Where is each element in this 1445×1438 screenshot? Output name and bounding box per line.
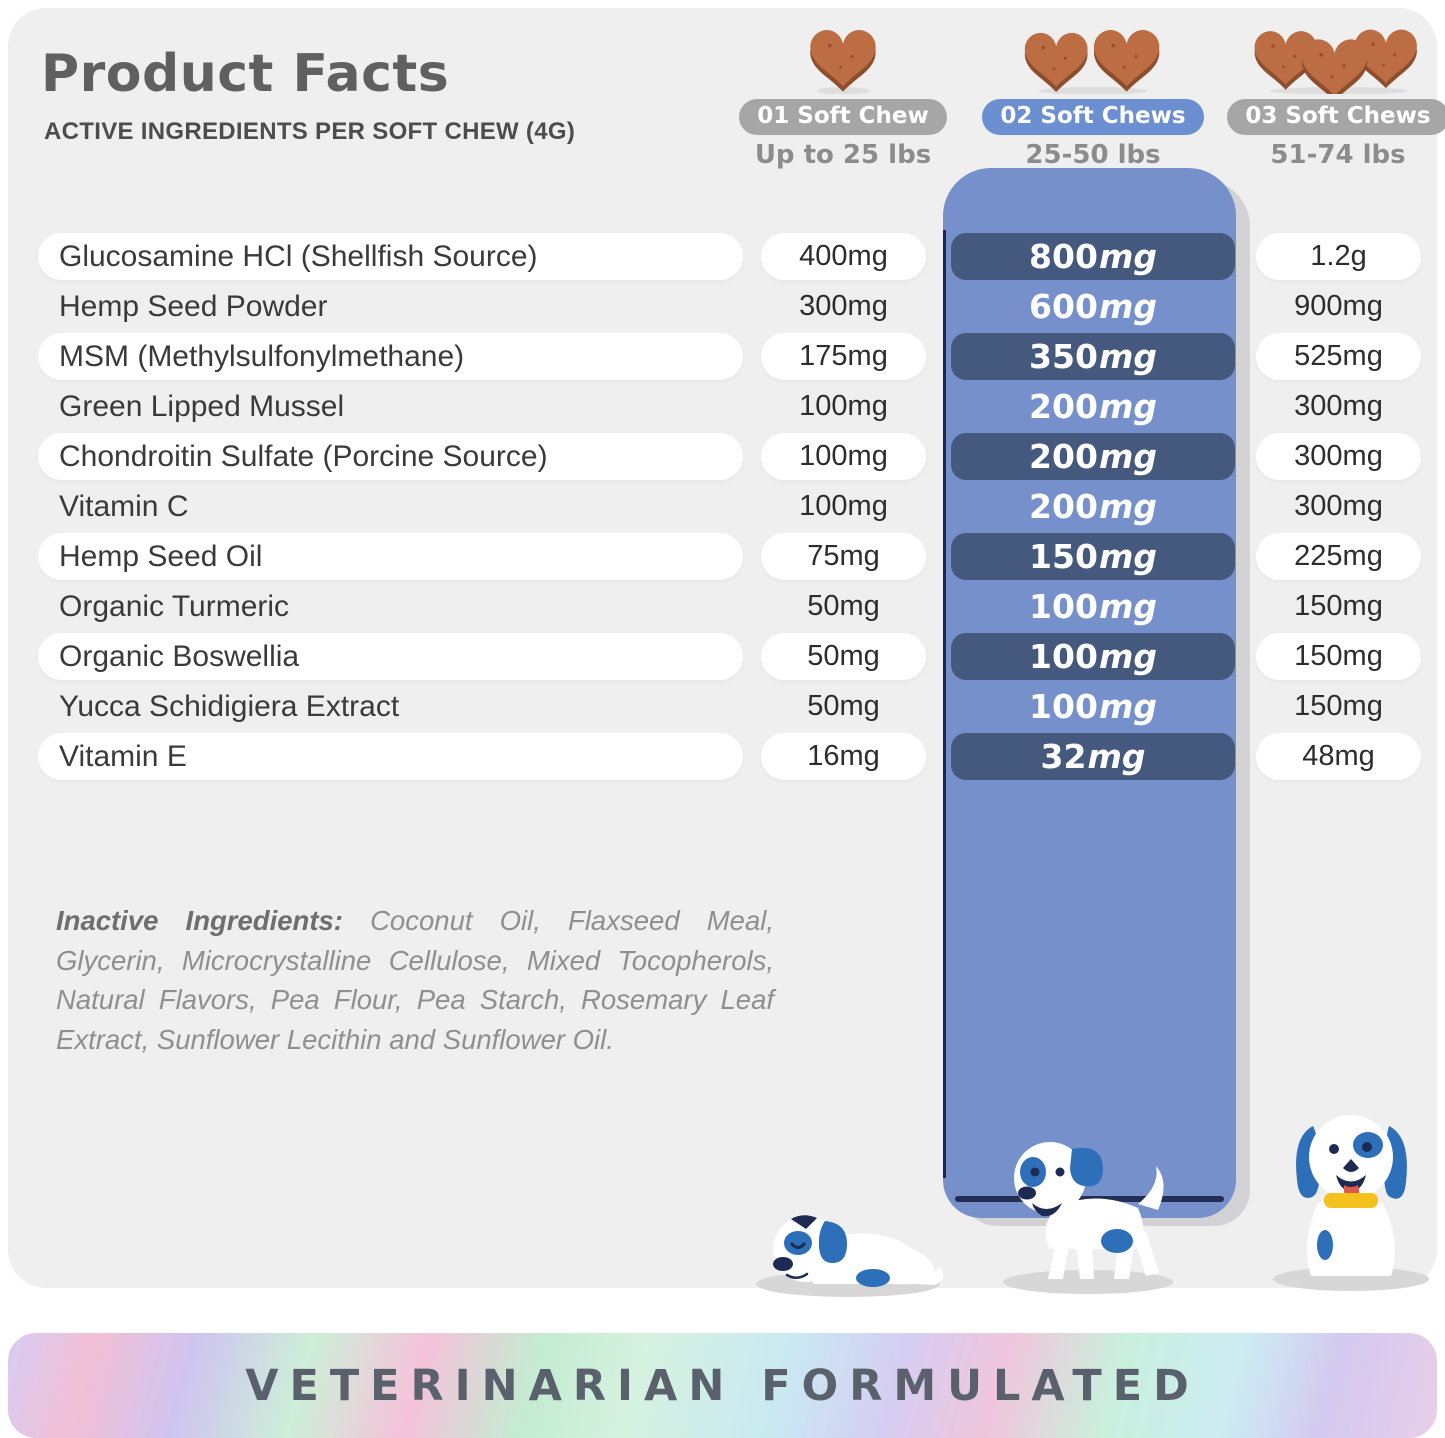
soft-chew-hearts-icon (1254, 29, 1417, 94)
table-row: Organic Boswellia 50mg 100 mg 150mg (38, 633, 1421, 680)
dose3-value: 525mg (1256, 333, 1421, 380)
banner-text: VETERINARIAN FORMULATED (245, 1360, 1200, 1411)
dose-badge-2: 02 Soft Chews (982, 99, 1204, 135)
table-row: Hemp Seed Powder 300mg 600 mg 900mg (38, 283, 1421, 330)
dose-badge-3: 03 Soft Chews (1227, 99, 1445, 135)
table-row: MSM (Methylsulfonylmethane) 175mg 350 mg … (38, 333, 1421, 380)
dose3-value: 300mg (1294, 490, 1383, 522)
ingredient-name: Chondroitin Sulfate (Porcine Source) (38, 433, 743, 480)
table-row: Hemp Seed Oil 75mg 150 mg 225mg (38, 533, 1421, 580)
dog-sitting-icon (1273, 1115, 1429, 1291)
dose3-value: 300mg (1294, 390, 1383, 422)
dose2-value: 32 mg (936, 733, 1250, 780)
ingredient-name: Organic Turmeric (59, 589, 290, 623)
table-row: Green Lipped Mussel 100mg 200 mg 300mg (38, 383, 1421, 430)
dose1-value: 16mg (761, 733, 926, 780)
soft-chew-hearts-icon (1024, 30, 1160, 94)
dose3-value: 150mg (1256, 633, 1421, 680)
dose2-value: 100 mg (936, 633, 1250, 680)
page-title: Product Facts (41, 44, 450, 104)
dose2-value: 600 mg (1029, 287, 1157, 326)
dose1-value: 50mg (807, 590, 880, 622)
dose2-value: 100 mg (1029, 687, 1157, 726)
dose1-value: 100mg (799, 490, 888, 522)
dose1-value: 100mg (799, 390, 888, 422)
inactive-ingredients-text: Coconut Oil, Flaxseed Meal, Glycerin, Mi… (56, 905, 774, 1055)
dose1-value: 300mg (799, 290, 888, 322)
table-row: Vitamin E 16mg 32 mg 48mg (38, 733, 1421, 780)
dose-column-2: 02 Soft Chews 25-50 lbs (963, 22, 1223, 170)
dose1-value: 400mg (761, 233, 926, 280)
dose3-value: 225mg (1256, 533, 1421, 580)
dose2-value: 200 mg (1029, 487, 1157, 526)
dose2-value: 800 mg (936, 233, 1250, 280)
ingredient-name: Yucca Schidigiera Extract (59, 689, 400, 723)
table-row: Chondroitin Sulfate (Porcine Source) 100… (38, 433, 1421, 480)
table-row: Glucosamine HCl (Shellfish Source) 400mg… (38, 233, 1421, 280)
product-facts-card: Product Facts ACTIVE INGREDIENTS PER SOF… (8, 8, 1445, 1297)
dose-weight-3: 51-74 lbs (1270, 140, 1406, 170)
dose3-value: 1.2g (1256, 233, 1421, 280)
dose1-value: 100mg (761, 433, 926, 480)
ingredient-name: Glucosamine HCl (Shellfish Source) (38, 233, 743, 280)
ingredient-name: MSM (Methylsulfonylmethane) (38, 333, 743, 380)
dose1-value: 50mg (807, 690, 880, 722)
dose2-value: 100 mg (1029, 587, 1157, 626)
ingredients-table: Glucosamine HCl (Shellfish Source) 400mg… (38, 233, 1421, 783)
dose2-value: 350 mg (936, 333, 1250, 380)
dose2-value: 200 mg (936, 433, 1250, 480)
veterinarian-formulated-banner: VETERINARIAN FORMULATED (8, 1333, 1437, 1438)
dose1-value: 75mg (761, 533, 926, 580)
dose2-value: 150 mg (936, 533, 1250, 580)
table-row: Vitamin C 100mg 200 mg 300mg (38, 483, 1421, 530)
puppy-lying-icon (756, 1215, 944, 1297)
ingredient-name: Organic Boswellia (38, 633, 743, 680)
page-subtitle: ACTIVE INGREDIENTS PER SOFT CHEW (4G) (44, 118, 576, 145)
soft-chew-heart-icon (810, 30, 876, 94)
dose2-value: 200 mg (1029, 387, 1157, 426)
dose3-value: 150mg (1294, 590, 1383, 622)
ingredient-name: Green Lipped Mussel (59, 389, 345, 423)
ingredient-name: Hemp Seed Oil (38, 533, 743, 580)
dog-walking-icon (1003, 1142, 1173, 1294)
dose-badge-1: 01 Soft Chew (739, 99, 947, 135)
dose1-value: 50mg (761, 633, 926, 680)
ingredient-name: Vitamin C (59, 489, 189, 523)
table-row: Organic Turmeric 50mg 100 mg 150mg (38, 583, 1421, 630)
dose-column-1: 01 Soft Chew Up to 25 lbs (713, 22, 973, 170)
dose1-value: 175mg (761, 333, 926, 380)
ingredient-name: Vitamin E (38, 733, 743, 780)
dose3-value: 900mg (1294, 290, 1383, 322)
table-row: Yucca Schidigiera Extract 50mg 100 mg 150… (38, 683, 1421, 730)
dose-column-3: 03 Soft Chews 51-74 lbs (1208, 22, 1445, 170)
dose3-value: 48mg (1256, 733, 1421, 780)
dose-weight-2: 25-50 lbs (1025, 140, 1161, 170)
ingredient-name: Hemp Seed Powder (59, 289, 328, 323)
dose3-value: 300mg (1256, 433, 1421, 480)
dose-weight-1: Up to 25 lbs (754, 140, 932, 170)
inactive-ingredients-label: Inactive Ingredients: (56, 905, 343, 936)
dose3-value: 150mg (1294, 690, 1383, 722)
inactive-ingredients: Inactive Ingredients: Coconut Oil, Flaxs… (56, 901, 774, 1059)
